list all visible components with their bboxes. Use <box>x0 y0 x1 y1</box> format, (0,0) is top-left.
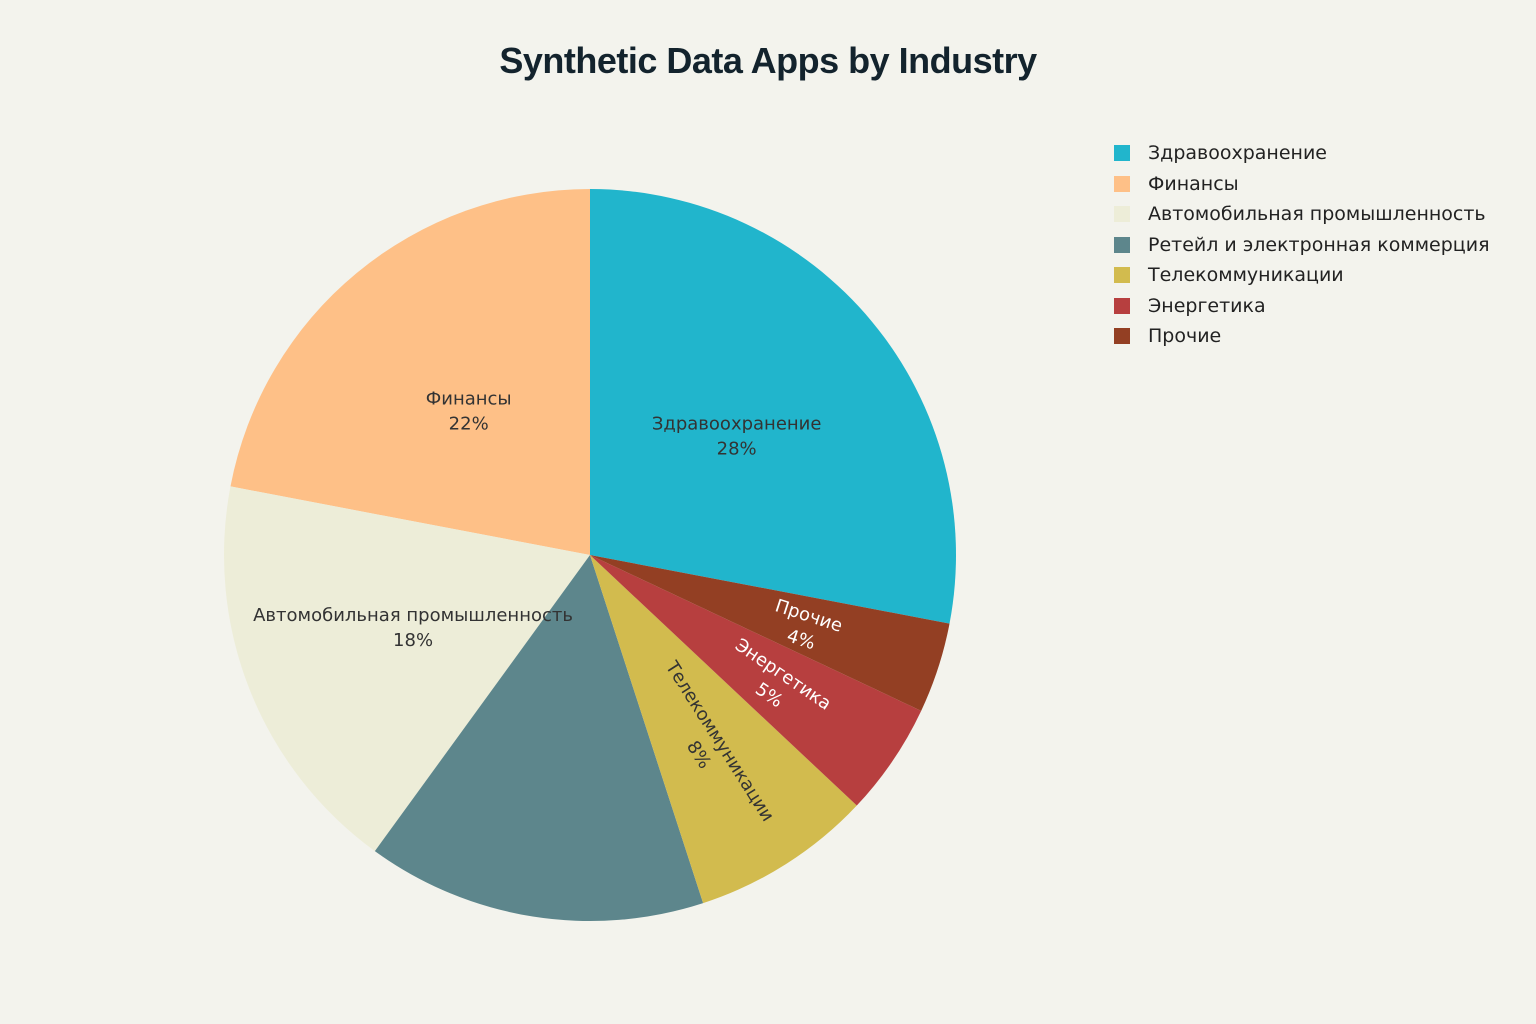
legend-label: Здравоохранение <box>1148 142 1327 165</box>
pie-label-2: Финансы 22% <box>426 388 512 434</box>
legend-item[interactable]: Здравоохранение <box>1114 138 1490 169</box>
chart-title: Synthetic Data Apps by Industry <box>499 40 1037 81</box>
legend-swatch <box>1114 328 1130 345</box>
pie-label-1: Здравоохранение 28% <box>652 414 822 460</box>
legend-item[interactable]: Прочие <box>1114 321 1490 352</box>
legend-label: Финансы <box>1148 172 1239 195</box>
legend-label: Автомобильная промышленность <box>1148 203 1486 226</box>
legend: Здравоохранение Финансы Автомобильная пром… <box>1114 138 1490 352</box>
pie-slice-1 <box>590 189 956 624</box>
pie-label-percent: 28% <box>717 439 757 460</box>
legend-swatch <box>1114 206 1130 223</box>
pie-slice-6 <box>590 555 922 806</box>
pie-slice-5 <box>590 555 857 904</box>
legend-item[interactable]: Автомобильная промышленность <box>1114 199 1490 230</box>
legend-label: Телекоммуникации <box>1148 264 1344 287</box>
legend-label: Энергетика <box>1148 294 1266 317</box>
legend-item[interactable]: Ретейл и электронная коммерция <box>1114 230 1490 261</box>
legend-item[interactable]: Телекоммуникации <box>1114 260 1490 291</box>
pie-label-name: Финансы <box>426 388 512 409</box>
pie-slice-7 <box>590 555 950 711</box>
legend-label: Ретейл и электронная коммерция <box>1148 233 1490 256</box>
legend-swatch <box>1114 145 1130 162</box>
pie-slice-2 <box>230 189 591 555</box>
legend-item[interactable]: Энергетика <box>1114 291 1490 322</box>
pie-slice-3 <box>223 486 590 852</box>
pie-label-percent: 22% <box>449 413 489 434</box>
pie-label-3: Автомобильная промышленность 18% <box>253 605 573 651</box>
pie-label-name: Автомобильная промышленность <box>253 605 573 626</box>
pie-label-name: Здравоохранение <box>652 414 822 435</box>
pie-slices <box>223 189 956 921</box>
pie-label-percent: 18% <box>393 630 433 651</box>
legend-swatch <box>1114 267 1130 284</box>
legend-swatch <box>1114 297 1130 314</box>
legend-swatch <box>1114 175 1130 192</box>
legend-label: Прочие <box>1148 325 1222 348</box>
legend-item[interactable]: Финансы <box>1114 169 1490 200</box>
legend-swatch <box>1114 236 1130 253</box>
pie-slice-4 <box>374 555 704 921</box>
